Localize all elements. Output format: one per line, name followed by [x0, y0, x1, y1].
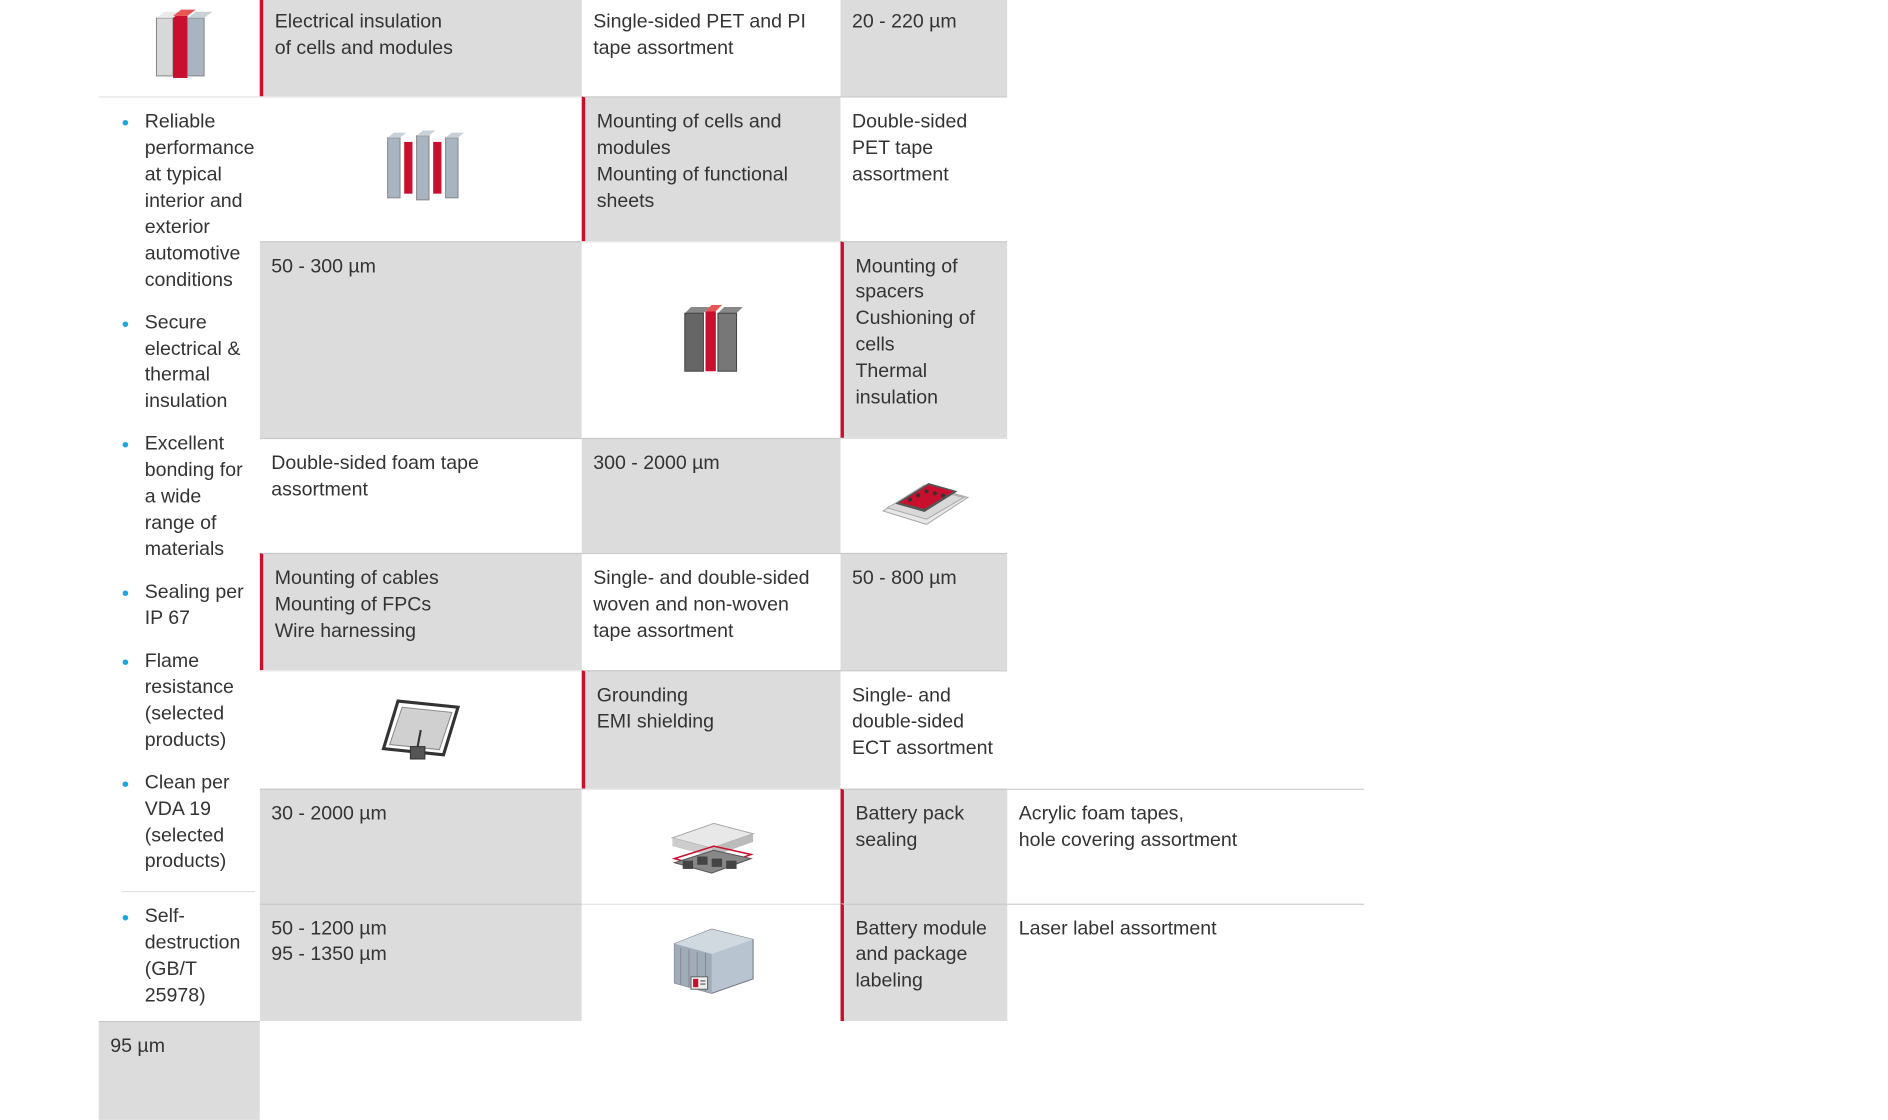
insulation-cells-icon [128, 5, 232, 90]
row-icon [841, 438, 1008, 553]
cell-application: Battery module and package labeling [841, 904, 1008, 1022]
row-icon [582, 904, 841, 1022]
header-assortment-features: Assortment Features [1007, 0, 1364, 789]
spacers-icon [659, 298, 763, 383]
feature-item: Excellent bonding for a wide range of ma… [122, 432, 255, 564]
row-icon [99, 0, 260, 97]
feature-item: Self-destruction (GB/T 25978) [122, 905, 255, 1011]
cell-application: Battery pack sealing [841, 789, 1008, 904]
pack-sealing-icon [659, 804, 763, 889]
feature-item: Secure electrical & thermal insulation [122, 310, 255, 416]
cell-application: Electrical insulationof cells and module… [260, 0, 582, 97]
cell-solutions: Double-sided foam tape assortment [260, 438, 582, 553]
row-icon [582, 789, 841, 904]
features-list-bottom: Self-destruction (GB/T 25978) [122, 892, 255, 1010]
cell-solutions: Laser label assortment [1007, 904, 1364, 1022]
mounting-cells-icon [369, 127, 473, 212]
labeling-icon [659, 921, 763, 1006]
cell-thickness: 95 µm [99, 1022, 260, 1120]
features-column: Reliable performance at typical interior… [99, 97, 260, 1022]
cell-solutions: Single-sided PET and PI tape assortment [582, 0, 841, 97]
cell-thickness: 50 - 800 µm [841, 553, 1008, 671]
grounding-icon [369, 688, 473, 773]
feature-item: Flame resistance (selected products) [122, 649, 255, 755]
row-icon [260, 97, 582, 241]
cell-solutions: Double-sided PET tape assortment [841, 97, 1008, 241]
cell-solutions: Single- and double-sided woven and non-w… [582, 553, 841, 671]
row-icon [582, 241, 841, 438]
cell-application: GroundingEMI shielding [582, 671, 841, 789]
cell-thickness: 50 - 300 µm [260, 241, 582, 438]
cell-thickness: 30 - 2000 µm [260, 789, 582, 904]
cell-thickness: 300 - 2000 µm [582, 438, 841, 553]
cell-thickness: 20 - 220 µm [841, 0, 1008, 97]
feature-item: Reliable performance at typical interior… [122, 109, 255, 294]
product-table: Lead Application Solutions Thickness Ass… [99, 0, 1790, 1120]
row-icon [260, 671, 582, 789]
cell-application: Mounting of spacersCushioning of cellsTh… [841, 241, 1008, 438]
cables-icon [872, 454, 976, 539]
cell-thickness: 50 - 1200 µm95 - 1350 µm [260, 904, 582, 1022]
cell-solutions: Acrylic foam tapes,hole covering assortm… [1007, 789, 1364, 904]
feature-item: Sealing per IP 67 [122, 580, 255, 633]
features-list-main: Reliable performance at typical interior… [122, 109, 255, 891]
cell-solutions: Single- and double-sided ECT assortment [841, 671, 1008, 789]
feature-item: Clean per VDA 19 (selected products) [122, 770, 255, 876]
cell-application: Mounting of cells and modulesMounting of… [582, 97, 841, 241]
cell-application: Mounting of cablesMounting of FPCsWire h… [260, 553, 582, 671]
